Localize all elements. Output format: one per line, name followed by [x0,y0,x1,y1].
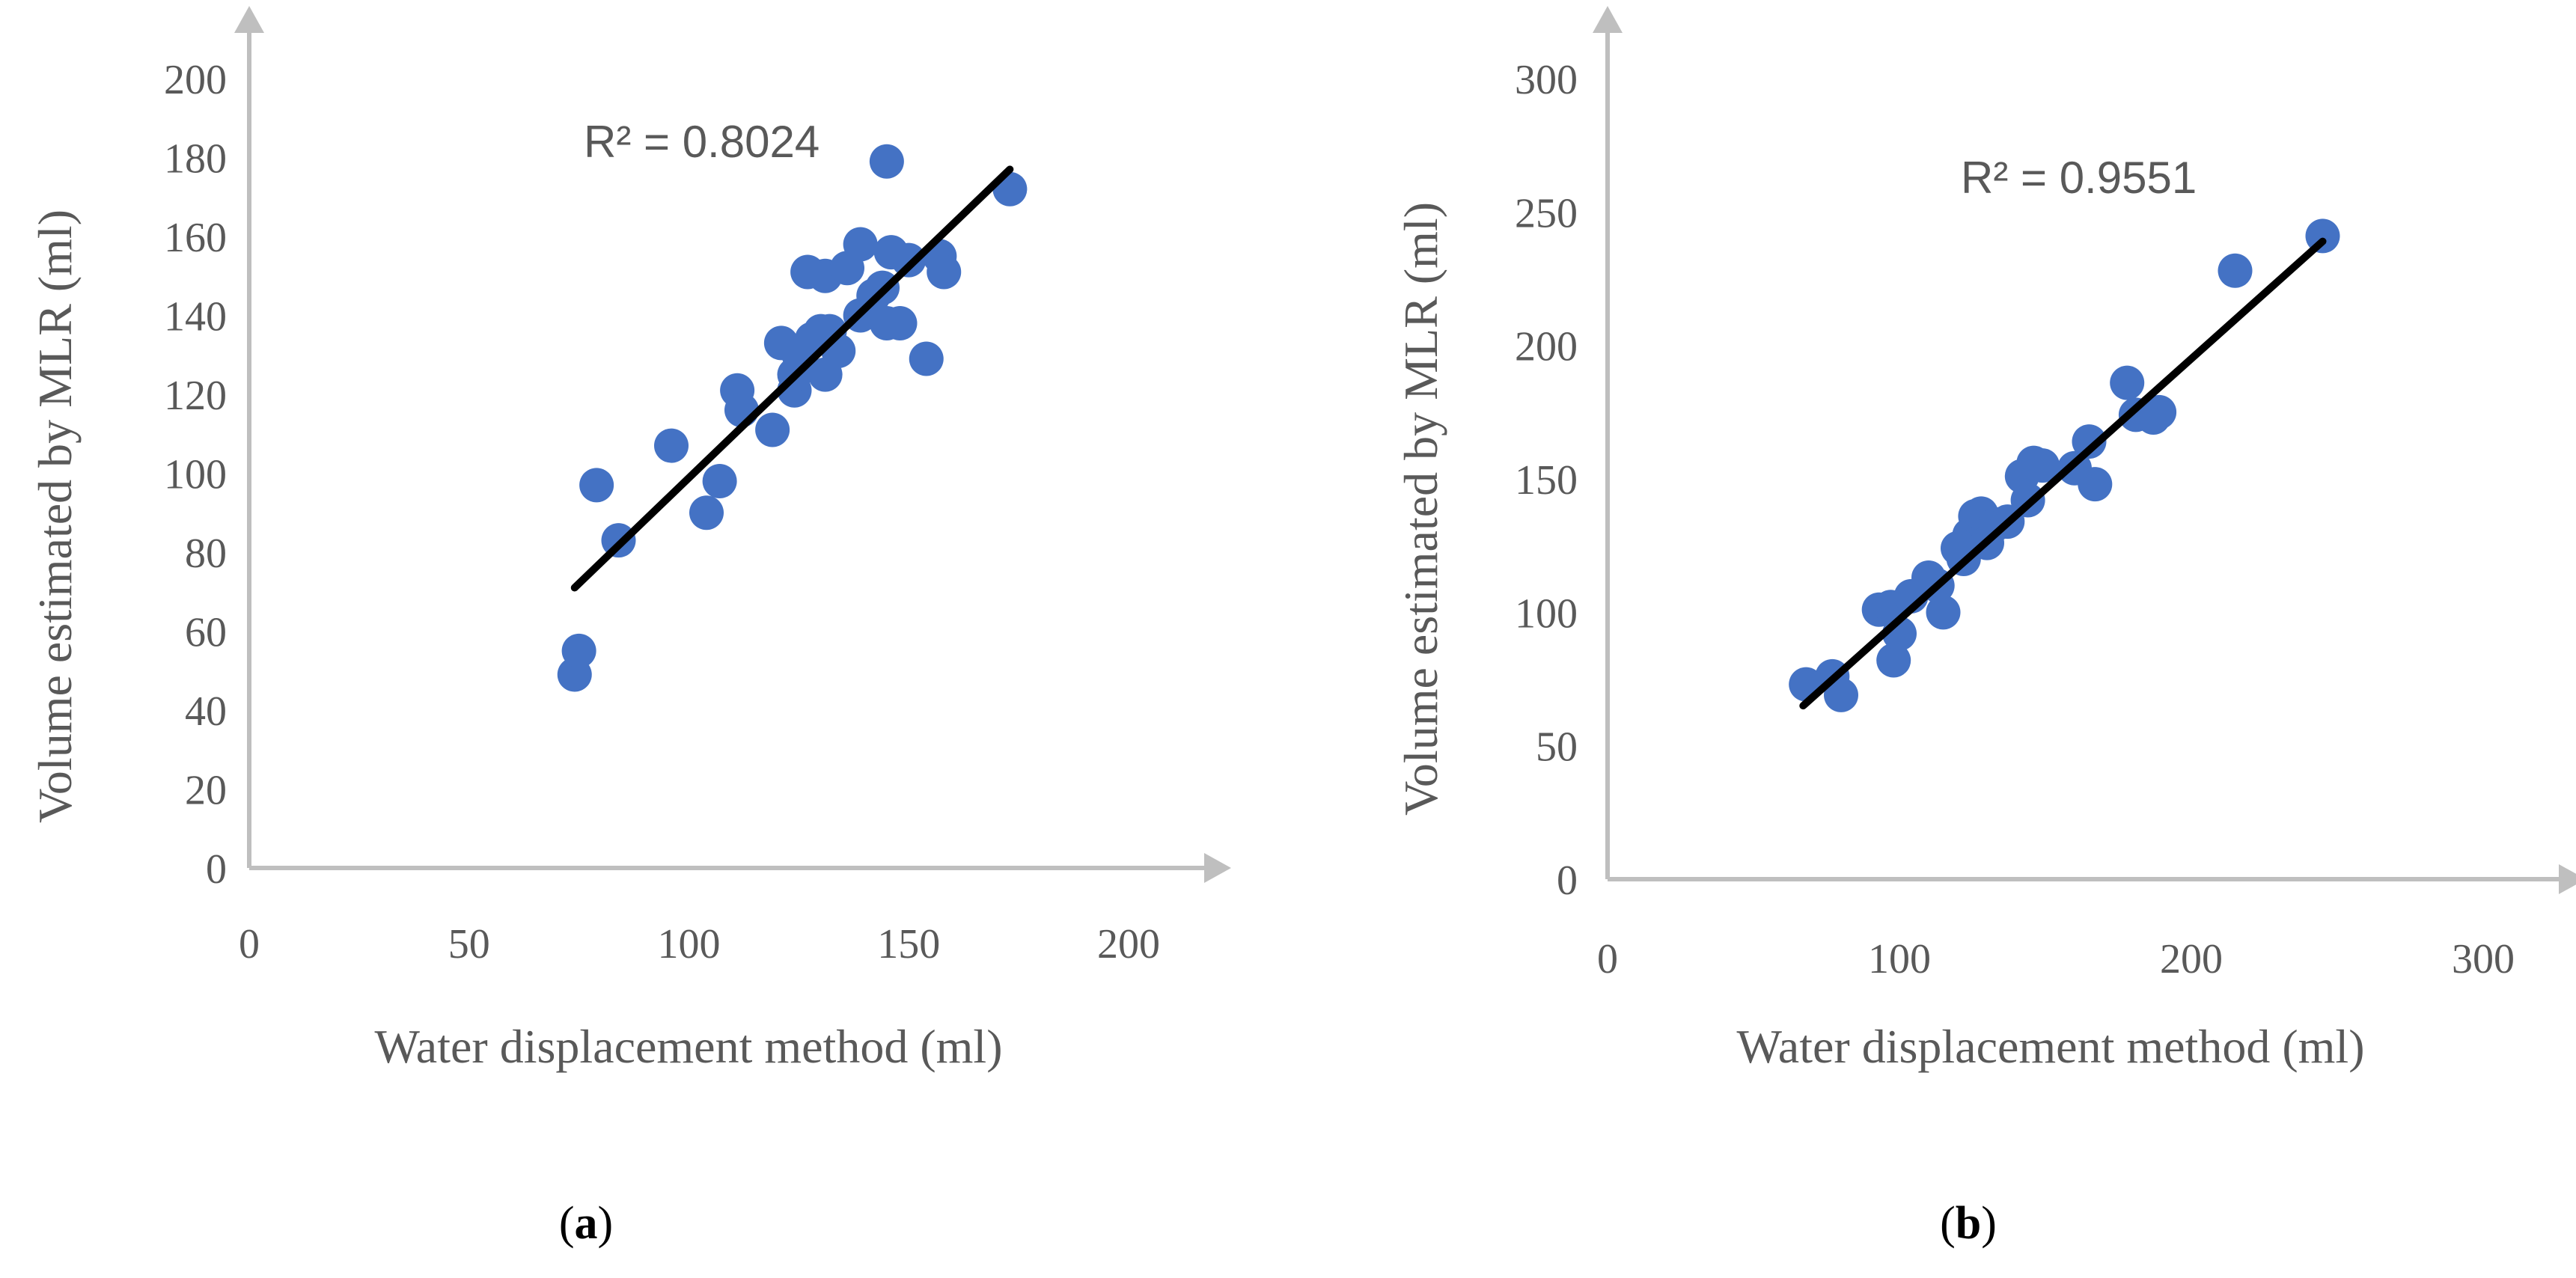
panel-b-data-point [1824,677,1858,712]
panel-a-data-point [869,144,904,179]
panel-a-x-tick-label: 200 [1097,921,1160,967]
panel-b-y-tick-label: 50 [1536,724,1578,771]
panel-a-data-point [843,227,878,262]
panel-b-data-point [2110,365,2145,400]
panel-b-data-point [1926,595,1961,630]
panel-b-data-point [1876,643,1911,678]
panel-b-x-tick-label: 100 [1868,936,1931,982]
panel-b-chart: R² = 0.9551 Water displacement method (m… [1394,6,2576,1249]
panel-a-x-axis-arrow [1204,853,1231,883]
panel-a-data-point [561,633,596,668]
panel-a-y-tick-label: 40 [185,688,227,735]
panel-a-data-point [702,464,737,499]
panel-b-trendline [1799,237,2327,710]
panel-a-data-point [579,468,614,503]
panel-b-y-tick-label: 100 [1515,590,1578,637]
panel-a-y-axis-label: Volume estimated by MLR (ml) [28,210,82,823]
panel-a-caption: (a) [559,1198,613,1249]
panel-b-data-point [2078,467,2113,502]
panel-b-x-tick-label: 300 [2452,936,2515,982]
panel-a-x-tick-label: 50 [448,921,490,967]
panel-b-caption: (b) [1940,1198,1997,1249]
panel-b-r-squared: R² = 0.9551 [1961,153,2197,203]
panel-a-caption-letter: a [575,1198,598,1249]
panel-b-x-axis-label: Water displacement method (ml) [1737,1020,2365,1073]
panel-b-y-tick-label: 150 [1515,457,1578,504]
panel-a-y-tick-label: 120 [164,373,227,419]
panel-a-y-tick-label: 20 [185,768,227,814]
panel-a-chart: R² = 0.8024 Water displacement method (m… [28,6,1231,1249]
panel-b-data-point [2142,394,2177,429]
panel-b-y-axis-arrow [1593,6,1623,33]
panel-a-data-point [927,254,962,290]
panel-a-y-tick-label: 60 [185,610,227,656]
panel-b-y-tick-label: 200 [1515,324,1578,370]
panel-a-x-tick-label: 0 [239,921,260,967]
panel-a-data-point [755,412,790,447]
panel-b-y-tick-label: 250 [1515,190,1578,236]
panel-b-x-axis-arrow [2559,864,2576,894]
panel-a-data-point [689,495,724,531]
panel-a-data-point [654,428,689,463]
panel-a-trendline [570,165,1014,592]
panel-b-data-point [2025,448,2060,483]
panel-a-y-tick-label: 200 [164,57,227,103]
panel-a-x-tick-label: 150 [877,921,940,967]
panel-a-data-point [909,341,944,376]
panel-b-y-tick-label: 0 [1557,857,1578,904]
panel-a-y-tick-label: 180 [164,136,227,183]
panel-b-caption-letter: b [1956,1198,1981,1249]
panel-a-y-tick-label: 0 [206,846,227,893]
panel-a-y-tick-label: 80 [185,531,227,577]
panel-b-y-axis-label: Volume estimated by MLR (ml) [1394,202,1447,816]
panel-b-data-point [2072,424,2107,459]
panel-a-data-point [882,306,918,341]
panel-a-y-axis-arrow [234,6,264,33]
panel-a-x-axis-label: Water displacement method (ml) [375,1020,1003,1073]
panel-a-y-tick-label: 160 [164,215,227,261]
panel-a-y-tick-label: 100 [164,452,227,498]
panel-a-data-point [891,242,927,278]
panel-a-y-tick-label: 140 [164,294,227,340]
panel-b-x-tick-label: 0 [1597,936,1618,982]
panel-b-data-point [2218,253,2253,288]
panel-b-y-tick-label: 300 [1515,57,1578,103]
panel-a-x-tick-label: 100 [658,921,721,967]
panel-a-r-squared: R² = 0.8024 [584,117,820,167]
panel-b-x-tick-label: 200 [2160,936,2223,982]
